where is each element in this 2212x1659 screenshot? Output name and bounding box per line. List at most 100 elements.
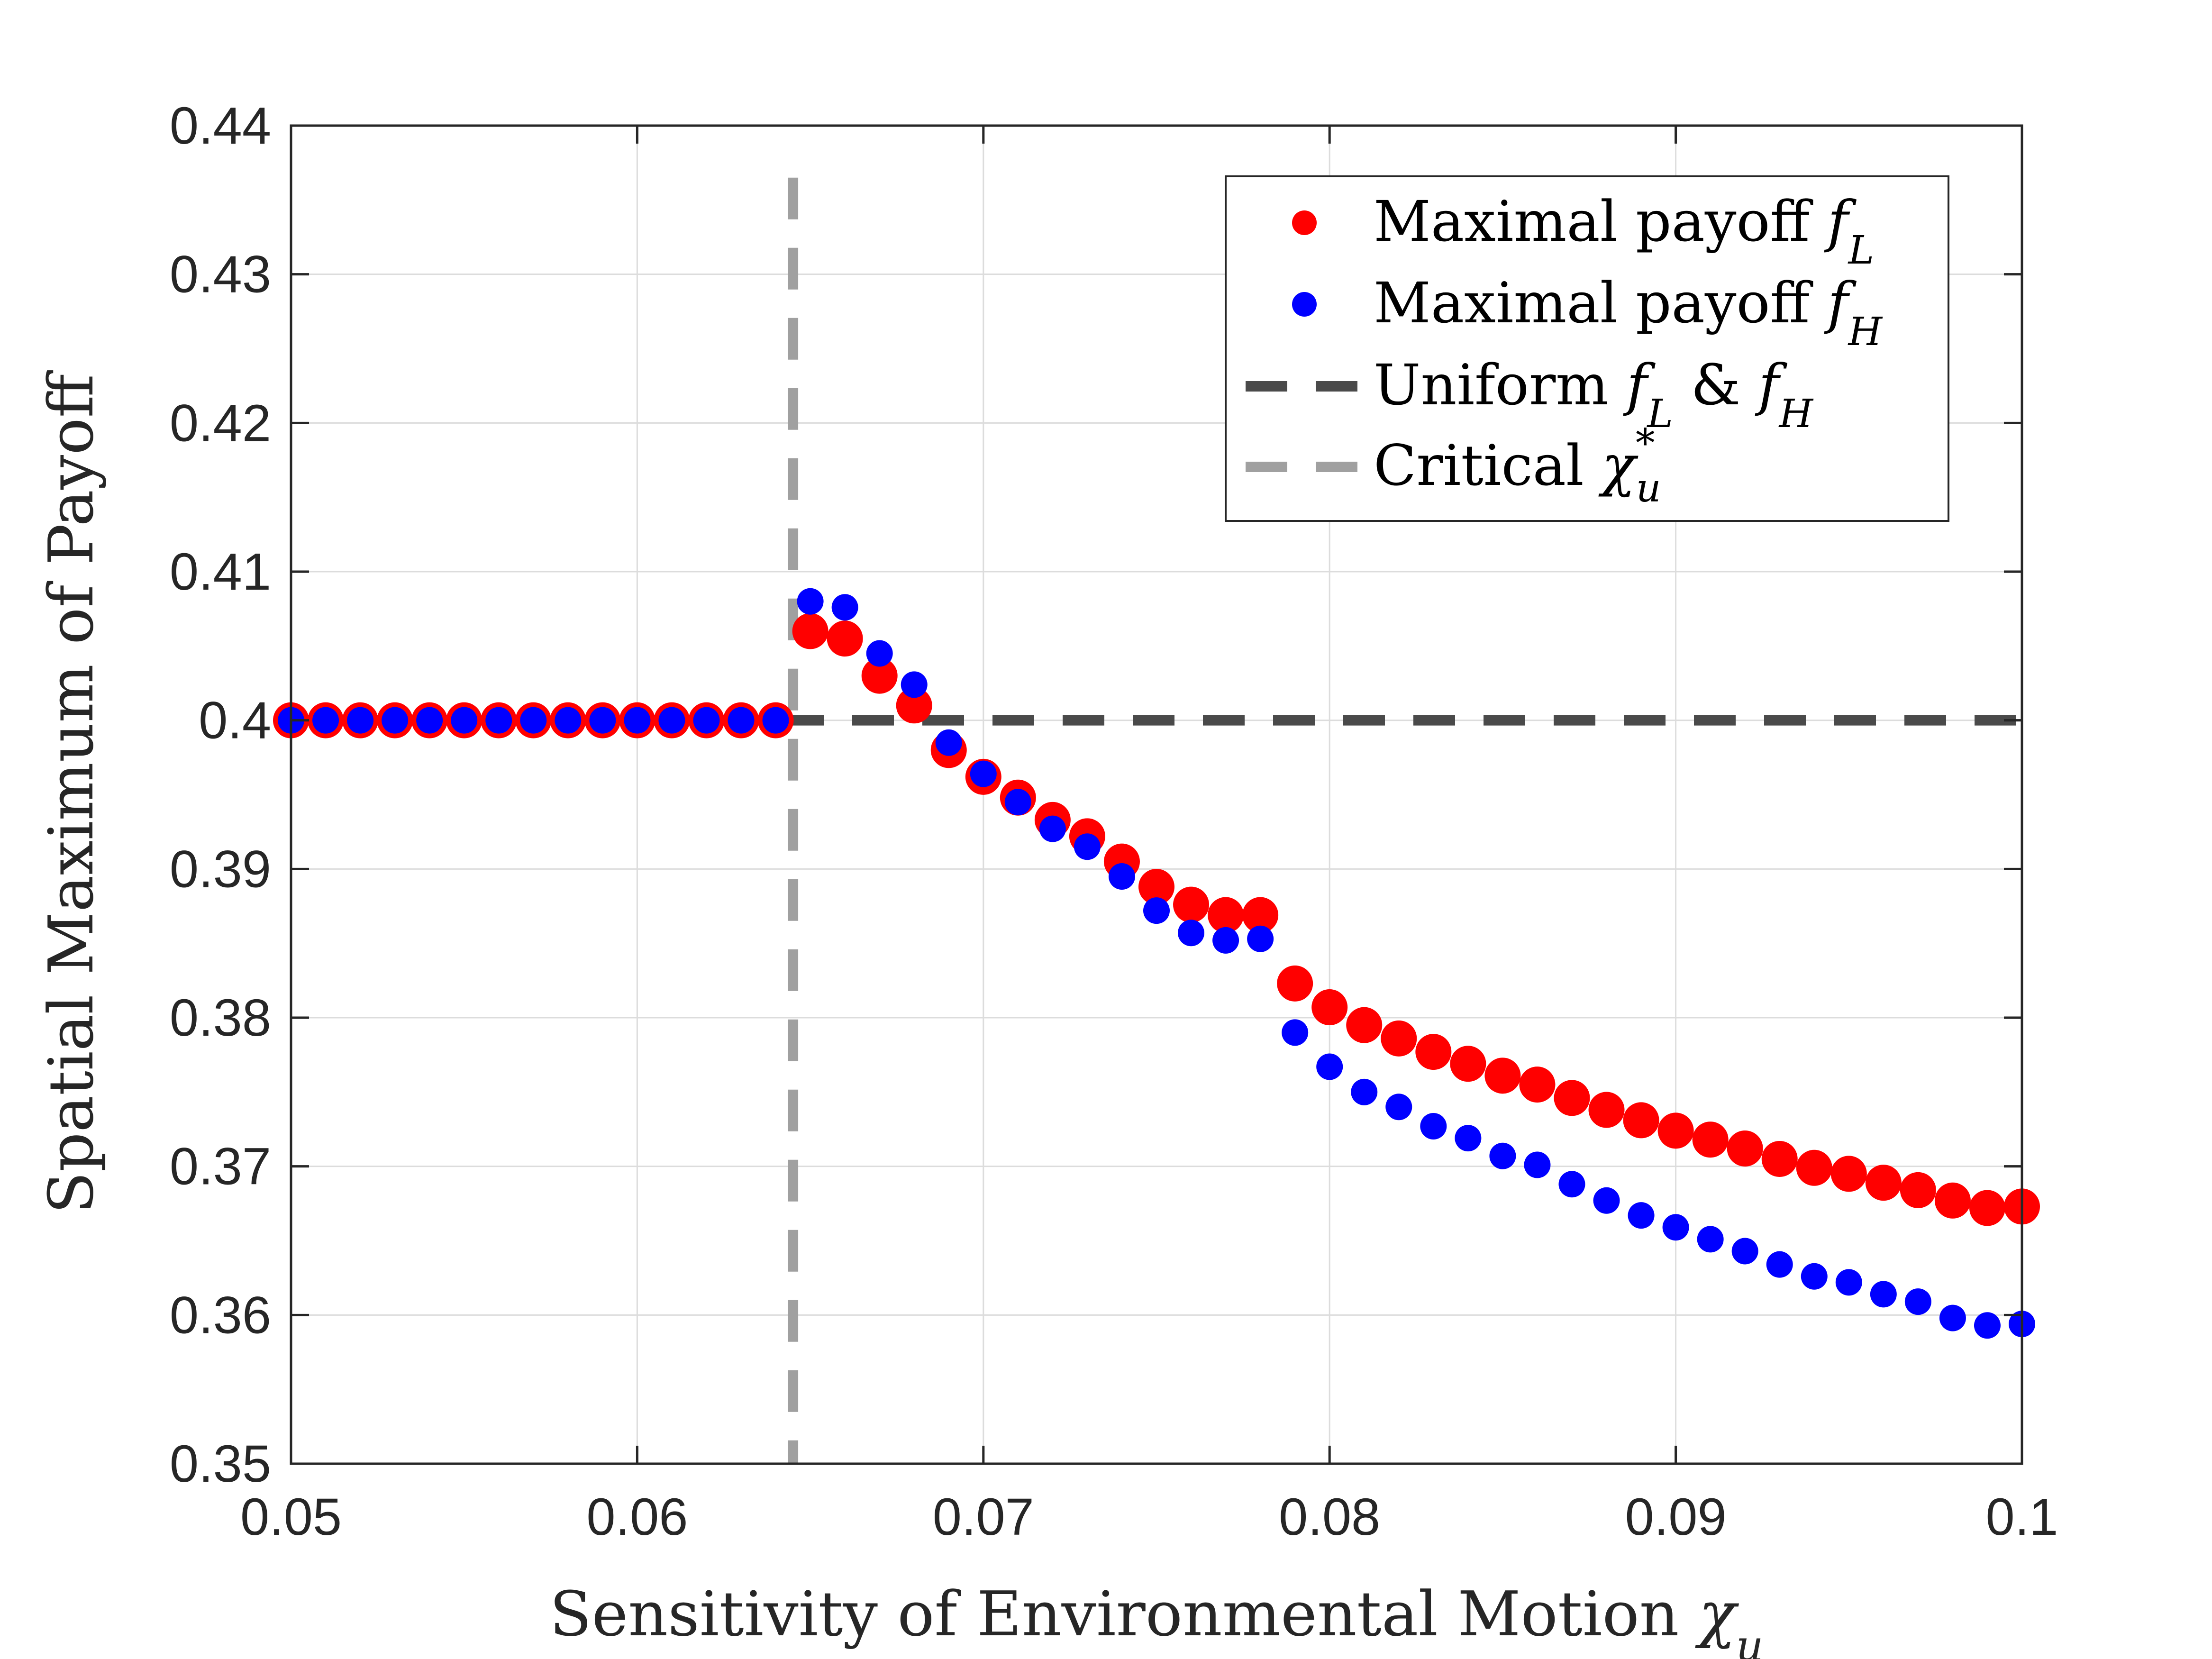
point-fH <box>1143 897 1170 924</box>
point-fL <box>1588 1092 1625 1128</box>
x-ticks: 0.05 0.06 0.07 0.08 0.09 0.1 <box>240 126 2058 1546</box>
point-fH <box>1662 1214 1689 1241</box>
point-fH <box>797 588 824 615</box>
point-fL <box>1657 1112 1694 1149</box>
point-fH <box>416 707 443 734</box>
point-fH <box>1697 1226 1724 1253</box>
point-fH <box>935 729 962 756</box>
point-fL <box>792 613 828 649</box>
point-fL <box>1138 868 1174 905</box>
point-fH <box>1282 1019 1309 1046</box>
legend-label-critical: Critical χ* u <box>1374 421 1661 511</box>
y-tick-label: 0.44 <box>170 97 271 155</box>
series-fH <box>278 588 2035 1339</box>
point-fL <box>1727 1130 1763 1167</box>
y-tick-label: 0.43 <box>170 246 271 304</box>
point-fL <box>861 657 898 694</box>
legend-label-fH: Maximal payoff fH <box>1374 270 1883 355</box>
point-fL <box>1381 1020 1417 1057</box>
point-fH <box>1108 863 1135 890</box>
point-fL <box>1692 1121 1729 1158</box>
y-tick-label: 0.4 <box>199 692 271 750</box>
point-fL <box>1484 1057 1521 1094</box>
point-fH <box>831 594 858 621</box>
y-tick-label: 0.36 <box>170 1286 271 1344</box>
point-fL <box>827 620 863 657</box>
y-tick-label: 0.37 <box>170 1138 271 1196</box>
point-fH <box>1004 789 1031 816</box>
legend: Maximal payoff fL Maximal payoff fH Unif… <box>1225 175 1949 522</box>
point-fH <box>1870 1281 1897 1308</box>
point-fL <box>1934 1182 1971 1219</box>
point-fH <box>589 707 616 734</box>
x-axis-label: Sensitivity of Environmental Motion χu <box>549 1578 1763 1659</box>
point-fH <box>1801 1263 1828 1290</box>
point-fH <box>658 707 685 734</box>
legend-marker-fH <box>1292 292 1317 317</box>
point-fH <box>1524 1151 1551 1178</box>
point-fH <box>1835 1269 1862 1296</box>
point-fL <box>896 687 932 724</box>
point-fL <box>1450 1046 1486 1082</box>
point-fH <box>1489 1142 1516 1169</box>
point-fL <box>1208 897 1244 933</box>
point-fH <box>1316 1053 1343 1080</box>
point-fH <box>1455 1125 1482 1152</box>
point-fL <box>1173 886 1210 923</box>
point-fH <box>901 671 928 698</box>
point-fH <box>624 707 651 734</box>
point-fH <box>520 707 547 734</box>
point-fH <box>382 707 409 734</box>
x-tick-label: 0.1 <box>1986 1488 2058 1546</box>
point-fH <box>1247 925 1274 952</box>
point-fH <box>1939 1304 1966 1331</box>
point-fH <box>1904 1288 1931 1315</box>
point-fL <box>1623 1102 1659 1139</box>
x-tick-label: 0.09 <box>1625 1488 1727 1546</box>
point-fL <box>1554 1080 1590 1116</box>
point-fH <box>1351 1078 1378 1105</box>
point-fH <box>1385 1094 1412 1121</box>
legend-label-uniform: Uniform fL & fH <box>1374 352 1814 437</box>
point-fL <box>1761 1140 1798 1177</box>
point-fL <box>1969 1190 2005 1226</box>
legend-label-fL: Maximal payoff fL <box>1374 189 1874 273</box>
point-fH <box>1628 1202 1655 1229</box>
point-fH <box>1212 927 1239 954</box>
y-tick-label: 0.42 <box>170 394 271 452</box>
y-axis-label: Spatial Maximum of Payoff <box>35 370 107 1214</box>
legend-marker-fL <box>1292 210 1317 235</box>
point-fL <box>1277 965 1313 1002</box>
point-fL <box>1830 1156 1867 1192</box>
point-fH <box>1178 920 1205 947</box>
point-fH <box>970 760 997 787</box>
point-fH <box>347 707 374 734</box>
x-tick-label: 0.05 <box>240 1488 342 1546</box>
point-fL <box>1311 989 1348 1026</box>
point-fL <box>1242 897 1279 933</box>
point-fH <box>1731 1238 1758 1265</box>
point-fH <box>1974 1312 2001 1339</box>
point-fH <box>762 707 789 734</box>
point-fH <box>555 707 582 734</box>
plot-frame <box>290 124 2023 1465</box>
point-fL <box>1415 1034 1452 1070</box>
x-tick-label: 0.07 <box>933 1488 1034 1546</box>
y-tick-label: 0.38 <box>170 989 271 1047</box>
point-fL <box>1796 1149 1832 1186</box>
point-fH <box>1593 1187 1620 1214</box>
point-fL <box>1346 1007 1383 1043</box>
point-fL <box>1900 1172 1936 1208</box>
y-tick-label: 0.41 <box>170 543 271 601</box>
point-fH <box>1558 1171 1585 1198</box>
point-fH <box>1074 833 1101 860</box>
y-ticks: 0.35 0.36 0.37 0.38 0.39 0.4 0.41 0.42 0.43 0.44 <box>170 97 2022 1493</box>
point-fH <box>451 707 478 734</box>
point-fH <box>1766 1251 1793 1278</box>
point-fH <box>728 707 755 734</box>
x-tick-label: 0.06 <box>586 1488 688 1546</box>
point-fH <box>312 707 339 734</box>
point-fH <box>485 707 512 734</box>
point-fL <box>1865 1165 1902 1201</box>
